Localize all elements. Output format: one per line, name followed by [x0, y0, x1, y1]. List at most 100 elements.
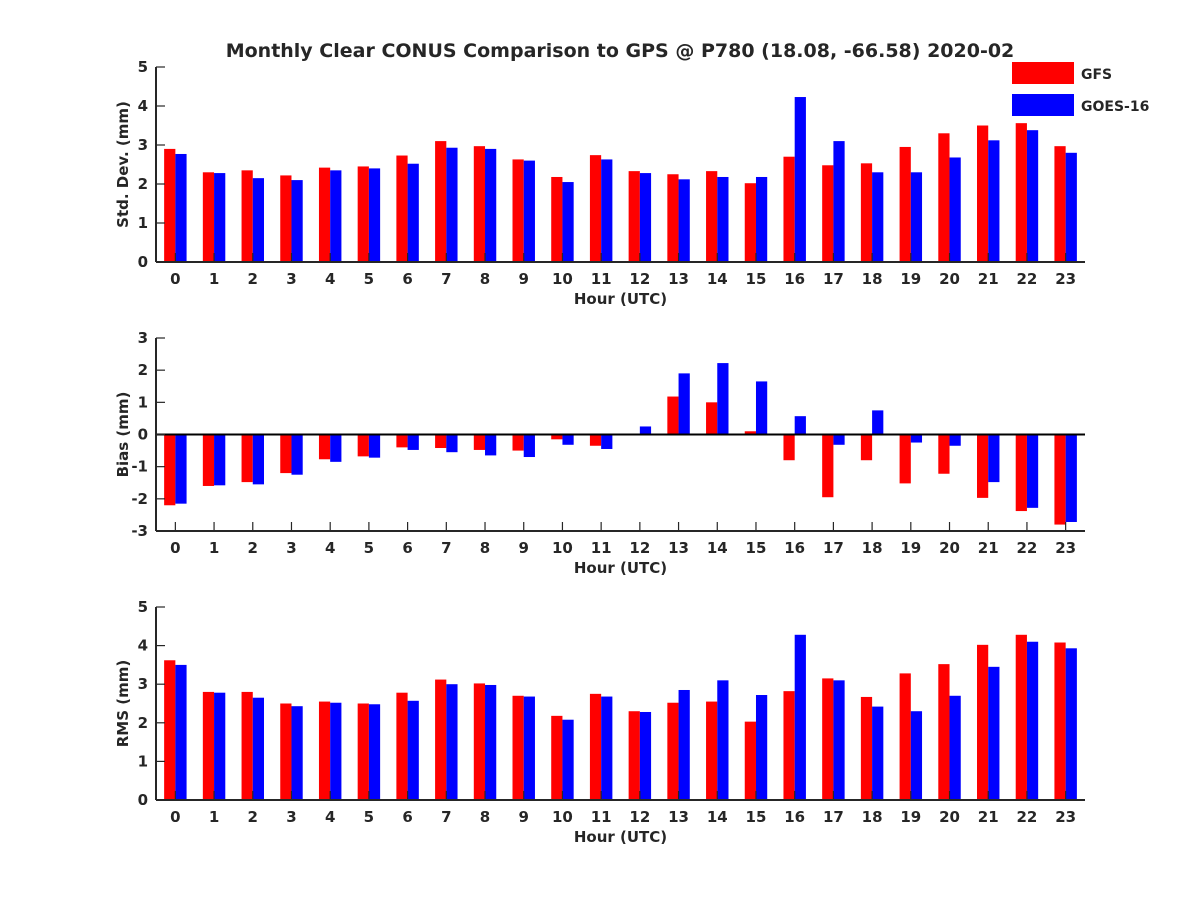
x-tick-label: 7 — [441, 539, 451, 557]
x-tick-label: 15 — [746, 808, 767, 826]
y-tick-label: 5 — [138, 58, 148, 76]
bar-gfs-11 — [589, 434, 602, 446]
bar-goes-16-20 — [949, 157, 961, 262]
bar-gfs-17 — [822, 434, 834, 498]
x-tick-label: 19 — [900, 808, 921, 826]
bar-goes-16-9 — [523, 696, 535, 800]
y-tick-label: 1 — [138, 214, 148, 232]
x-tick-label: 1 — [209, 539, 219, 557]
bar-gfs-2 — [241, 691, 253, 800]
x-tick-label: 1 — [209, 270, 219, 288]
y-tick-label: 2 — [138, 361, 148, 379]
bar-goes-16-18 — [872, 706, 884, 800]
bar-goes-16-19 — [910, 434, 923, 443]
bar-goes-16-17 — [833, 141, 845, 262]
x-tick-label: 20 — [939, 539, 960, 557]
y-tick-label: 3 — [138, 136, 148, 154]
bar-goes-16-6 — [407, 434, 419, 450]
bar-goes-16-18 — [872, 172, 884, 262]
bar-gfs-14 — [706, 402, 718, 435]
bar-goes-16-2 — [252, 178, 264, 262]
bar-gfs-22 — [1015, 123, 1027, 262]
bar-goes-16-10 — [562, 434, 574, 445]
bar-goes-16-19 — [910, 711, 923, 800]
bar-gfs-13 — [667, 174, 679, 262]
y-tick-label: 4 — [138, 97, 148, 115]
x-tick-label: 2 — [248, 270, 258, 288]
bar-goes-16-5 — [368, 168, 381, 262]
bar-goes-16-19 — [910, 172, 923, 262]
x-tick-label: 2 — [248, 808, 258, 826]
x-tick-label: 15 — [746, 539, 767, 557]
x-tick-label: 19 — [900, 270, 921, 288]
y-tick-label: 5 — [138, 598, 148, 616]
x-tick-label: 14 — [707, 270, 728, 288]
x-tick-label: 5 — [364, 539, 374, 557]
bar-goes-16-7 — [446, 684, 458, 800]
bar-goes-16-13 — [678, 689, 690, 800]
bar-goes-16-17 — [833, 680, 845, 800]
bar-goes-16-17 — [833, 434, 845, 445]
x-tick-label: 4 — [325, 539, 335, 557]
bar-gfs-5 — [357, 703, 369, 800]
y-axis-label: Std. Dev. (mm) — [114, 101, 132, 228]
bar-gfs-2 — [241, 434, 253, 483]
bar-goes-16-13 — [678, 179, 690, 262]
bar-goes-16-4 — [330, 702, 342, 800]
x-tick-label: 12 — [629, 539, 650, 557]
x-tick-label: 12 — [629, 270, 650, 288]
x-tick-label: 5 — [364, 808, 374, 826]
bar-gfs-21 — [977, 434, 989, 498]
bar-gfs-9 — [512, 159, 524, 262]
x-tick-label: 1 — [209, 808, 219, 826]
bar-goes-16-12 — [639, 426, 652, 435]
bar-goes-16-10 — [562, 182, 574, 262]
x-tick-label: 15 — [746, 270, 767, 288]
y-tick-label: 0 — [138, 426, 148, 444]
x-tick-label: 7 — [441, 808, 451, 826]
y-tick-label: 1 — [138, 393, 148, 411]
x-tick-label: 23 — [1055, 808, 1076, 826]
legend-label-goes16: GOES-16 — [1081, 99, 1149, 115]
x-tick-label: 17 — [823, 808, 844, 826]
bar-goes-16-3 — [291, 180, 303, 262]
bar-goes-16-18 — [872, 410, 884, 435]
x-axis-label: Hour (UTC) — [574, 559, 667, 577]
bar-goes-16-23 — [1065, 152, 1077, 262]
x-tick-label: 22 — [1017, 270, 1038, 288]
bar-gfs-8 — [473, 146, 486, 262]
bar-goes-16-3 — [291, 434, 303, 475]
bar-goes-16-16 — [794, 97, 806, 262]
y-tick-label: 2 — [138, 714, 148, 732]
bar-gfs-23 — [1054, 434, 1066, 525]
bar-gfs-17 — [822, 165, 834, 262]
bar-gfs-6 — [396, 155, 408, 262]
bar-goes-16-22 — [1026, 434, 1039, 508]
bar-goes-16-9 — [523, 434, 535, 458]
y-tick-label: 0 — [138, 253, 148, 271]
bar-gfs-5 — [357, 166, 369, 262]
x-tick-label: 0 — [170, 808, 180, 826]
bar-gfs-11 — [589, 693, 602, 800]
bar-gfs-15 — [744, 183, 756, 262]
legend-swatch-gfs — [1012, 62, 1074, 84]
bar-gfs-18 — [860, 434, 873, 461]
bar-goes-16-7 — [446, 147, 458, 262]
x-tick-label: 8 — [480, 270, 490, 288]
bar-goes-16-15 — [755, 381, 768, 435]
bar-goes-16-7 — [446, 434, 458, 453]
legend-swatch-goes16 — [1012, 94, 1074, 116]
x-tick-label: 21 — [978, 539, 999, 557]
bar-goes-16-4 — [330, 434, 342, 462]
bar-gfs-23 — [1054, 146, 1066, 262]
bar-goes-16-0 — [175, 153, 187, 262]
bar-gfs-18 — [860, 696, 873, 800]
bar-goes-16-2 — [252, 434, 264, 485]
x-axis-label: Hour (UTC) — [574, 828, 667, 846]
bar-gfs-5 — [357, 434, 369, 457]
bar-goes-16-11 — [601, 434, 613, 449]
x-tick-label: 4 — [325, 808, 335, 826]
bar-goes-16-11 — [601, 696, 613, 800]
bar-goes-16-3 — [291, 706, 303, 800]
bar-goes-16-21 — [988, 666, 1000, 800]
